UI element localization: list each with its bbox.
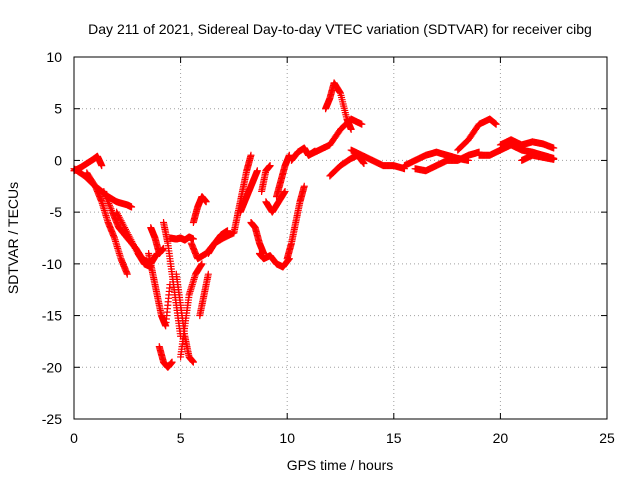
series-arc28 (326, 151, 368, 180)
data-point (123, 270, 131, 278)
data-point (247, 151, 255, 159)
series-arc19 (247, 218, 268, 258)
axis-ticks: 0 5 10 15 20 25 -25 -20 -15 -10 -5 0 5 10 (42, 49, 615, 446)
data-point (100, 187, 108, 195)
x-tick-label: 25 (599, 430, 615, 446)
series-arc3 (83, 169, 131, 278)
series-arc21 (258, 162, 274, 195)
data-point (104, 198, 112, 206)
data-point (492, 120, 500, 128)
data-point (550, 144, 558, 152)
data-point (347, 125, 355, 133)
series-arc32 (454, 115, 500, 154)
series-arc15 (196, 270, 212, 320)
y-tick-label: -10 (42, 256, 62, 272)
data-point (189, 358, 197, 366)
series-arc16 (204, 227, 232, 258)
y-axis-label: SDTVAR / TECUs (5, 182, 21, 294)
series-arc18 (236, 167, 261, 216)
x-tick-label: 5 (177, 430, 185, 446)
x-tick-label: 0 (70, 430, 78, 446)
y-tick-label: -25 (42, 411, 62, 427)
y-tick-label: -5 (50, 204, 63, 220)
data-point (168, 358, 176, 366)
series-arc35 (518, 151, 558, 164)
data-point (281, 187, 289, 195)
series-arc24 (283, 182, 308, 263)
data-point (103, 196, 111, 204)
series-arc29 (347, 146, 408, 173)
data-point (360, 160, 368, 168)
series-arc20 (255, 250, 293, 271)
data-point (108, 206, 116, 214)
grid-lines (74, 57, 607, 419)
series-arc30 (400, 148, 472, 170)
series-arc6 (145, 250, 174, 330)
y-tick-label: 0 (54, 152, 62, 168)
data-point (101, 189, 109, 197)
data-point (107, 205, 115, 213)
series-arc8 (155, 343, 176, 371)
data-point (266, 162, 274, 170)
data-point (358, 120, 366, 128)
data-point (102, 193, 110, 201)
data-point (285, 151, 293, 159)
series-arc34 (496, 136, 558, 152)
chart-title: Day 211 of 2021, Sidereal Day-to-day VTE… (88, 21, 592, 37)
series-arc10 (166, 233, 197, 244)
data-point (105, 200, 113, 208)
data-point (106, 201, 114, 209)
data-point (189, 235, 197, 243)
data-point (550, 155, 558, 163)
series-arc14 (189, 193, 210, 226)
data-point (204, 270, 212, 278)
data-point (202, 198, 210, 206)
plot-frame (73, 56, 608, 420)
y-tick-label: 5 (54, 101, 62, 117)
series-arc31 (411, 148, 483, 175)
series-arc22 (262, 187, 289, 216)
y-tick-label: -15 (42, 308, 62, 324)
data-point (300, 182, 308, 190)
data-point (224, 227, 232, 235)
y-tick-label: 10 (46, 49, 62, 65)
data-point (98, 162, 106, 170)
data-point (198, 260, 206, 268)
data-point (128, 203, 136, 211)
y-tick-label: -20 (42, 359, 62, 375)
series-arc7 (147, 224, 168, 258)
data-point (106, 203, 114, 211)
data-point (103, 194, 111, 202)
series-arc12 (177, 260, 206, 361)
data-points (70, 79, 558, 371)
x-tick-label: 15 (386, 430, 402, 446)
series-arc26 (305, 115, 366, 159)
data-point (101, 191, 109, 199)
series-arc27 (322, 79, 355, 133)
x-axis-label: GPS time / hours (287, 457, 394, 473)
data-point (253, 167, 261, 175)
x-tick-label: 10 (279, 430, 295, 446)
x-tick-label: 20 (493, 430, 509, 446)
